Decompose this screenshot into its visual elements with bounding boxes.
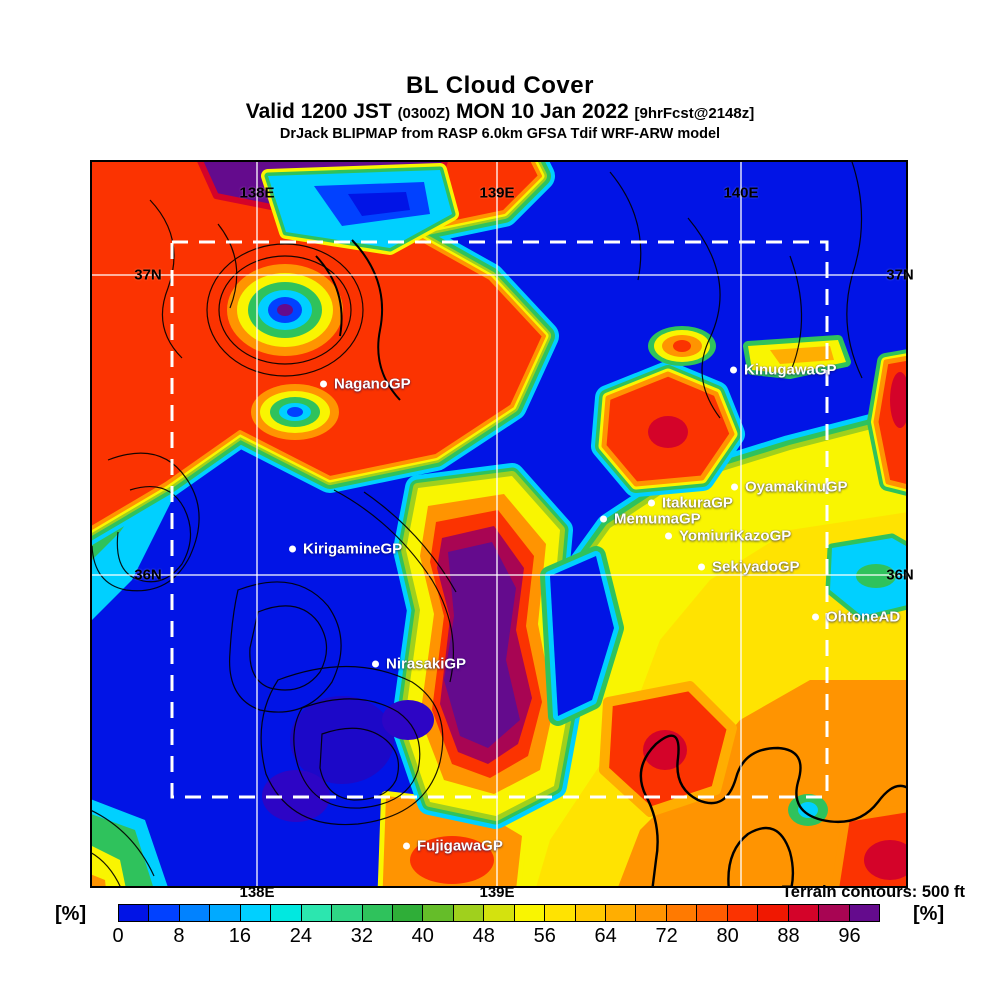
cloud-cover-map: 138E 139E 140E 37N 37N 36N 36N NaganoGP Kinugawa… bbox=[90, 160, 914, 888]
site-marker-KinugawaGP: KinugawaGP bbox=[730, 362, 837, 379]
colorbar-tick-80: 80 bbox=[716, 925, 739, 947]
map-overlay: 138E 139E 140E 37N 37N 36N 36N NaganoGP Kinugawa… bbox=[90, 160, 914, 888]
colorbar-segment-32 bbox=[362, 905, 393, 921]
colorbar-tick-24: 24 bbox=[289, 925, 312, 947]
site-dot-icon bbox=[289, 545, 296, 553]
lat-label-left-36N: 36N bbox=[134, 566, 162, 584]
colorbar-tick-8: 8 bbox=[173, 925, 185, 947]
site-label: YomiuriKazoGP bbox=[679, 527, 792, 545]
colorbar-segment-28 bbox=[332, 905, 363, 921]
lon-label-top-140E: 140E bbox=[723, 184, 759, 202]
site-label: KirigamineGP bbox=[303, 540, 403, 558]
site-marker-YomiuriKazoGP: YomiuriKazoGP bbox=[665, 528, 791, 545]
colorbar-segment-36 bbox=[392, 905, 424, 921]
site-label: NirasakiGP bbox=[386, 655, 467, 673]
site-dot-icon bbox=[600, 515, 607, 523]
site-label: SekiyadoGP bbox=[712, 558, 800, 576]
colorbar-tick-32: 32 bbox=[350, 925, 373, 947]
colorbar-tick-16: 16 bbox=[228, 925, 252, 947]
lon-label-bottom-139E: 139E bbox=[479, 884, 515, 901]
colorbar-unit-right: [%] bbox=[913, 903, 945, 925]
site-marker-SekiyadoGP: SekiyadoGP bbox=[698, 559, 800, 576]
valid-forecast-tag: [9hrFcst@2148z] bbox=[634, 105, 755, 122]
lat-label-right-37N: 37N bbox=[886, 266, 914, 284]
colorbar-tick-0: 0 bbox=[112, 925, 124, 947]
colorbar-tick-48: 48 bbox=[472, 925, 495, 947]
site-dot-icon bbox=[812, 613, 819, 621]
lon-label-top-138E: 138E bbox=[239, 184, 275, 202]
colorbar-segment-52 bbox=[514, 905, 546, 921]
colorbar-tick-72: 72 bbox=[655, 925, 678, 947]
colorbar-segment-60 bbox=[575, 905, 606, 921]
colorbar-segment-84 bbox=[758, 905, 789, 921]
site-marker-NirasakiGP: NirasakiGP bbox=[372, 656, 466, 673]
site-marker-NaganoGP: NaganoGP bbox=[320, 376, 411, 393]
colorbar-segment-8 bbox=[179, 905, 211, 921]
colorbar bbox=[118, 904, 880, 922]
colorbar-segment-96 bbox=[849, 905, 879, 921]
site-label: ItakuraGP bbox=[662, 494, 733, 512]
colorbar-tick-88: 88 bbox=[777, 925, 800, 947]
site-marker-KirigamineGP: KirigamineGP bbox=[289, 541, 402, 558]
colorbar-segment-76 bbox=[697, 905, 728, 921]
site-dot-icon bbox=[648, 499, 655, 507]
site-label: FujigawaGP bbox=[417, 837, 503, 855]
terrain-contours-note: Terrain contours: 500 ft bbox=[781, 883, 965, 901]
site-label: OyamakinuGP bbox=[745, 478, 848, 496]
site-dot-icon bbox=[730, 366, 737, 374]
colorbar-segment-92 bbox=[819, 905, 850, 921]
valid-zulu: (0300Z) bbox=[397, 105, 451, 122]
lon-label-bottom-138E: 138E bbox=[239, 884, 275, 901]
site-marker-OyamakinuGP: OyamakinuGP bbox=[731, 479, 848, 496]
colorbar-tick-64: 64 bbox=[594, 925, 617, 947]
site-dot-icon bbox=[731, 483, 738, 491]
colorbar-segment-16 bbox=[240, 905, 272, 921]
colorbar-tick-56: 56 bbox=[533, 925, 556, 947]
site-label: OhtoneAD bbox=[826, 608, 901, 626]
colorbar-segment-72 bbox=[666, 905, 698, 921]
lat-label-left-37N: 37N bbox=[134, 266, 162, 284]
colorbar-segment-64 bbox=[606, 905, 637, 921]
colorbar-segment-4 bbox=[149, 905, 180, 921]
site-dot-icon bbox=[320, 380, 327, 388]
colorbar-segment-88 bbox=[788, 905, 820, 921]
site-dot-icon bbox=[665, 532, 672, 540]
site-marker-FujigawaGP: FujigawaGP bbox=[403, 838, 503, 855]
site-label: NaganoGP bbox=[334, 375, 411, 393]
cloud-cover-field bbox=[90, 160, 908, 888]
colorbar-segment-68 bbox=[636, 905, 667, 921]
colorbar-tick-96: 96 bbox=[838, 925, 861, 947]
colorbar-segment-56 bbox=[545, 905, 576, 921]
colorbar-segment-0 bbox=[119, 905, 150, 921]
page-title: BL Cloud Cover bbox=[406, 72, 594, 99]
valid-date: MON 10 Jan 2022 bbox=[455, 100, 629, 123]
site-dot-icon bbox=[698, 563, 705, 571]
colorbar-segment-48 bbox=[484, 905, 515, 921]
colorbar-segment-20 bbox=[271, 905, 302, 921]
site-label: KinugawaGP bbox=[744, 361, 837, 379]
site-marker-ItakuraGP: ItakuraGP bbox=[648, 495, 733, 512]
colorbar-unit-left: [%] bbox=[55, 903, 87, 925]
lon-label-top-139E: 139E bbox=[479, 184, 515, 202]
site-dot-icon bbox=[403, 842, 410, 850]
site-marker-OhtoneAD: OhtoneAD bbox=[812, 609, 900, 626]
site-marker-MemumaGP: MemumaGP bbox=[600, 511, 701, 528]
colorbar-segment-24 bbox=[301, 905, 333, 921]
colorbar-segment-44 bbox=[453, 905, 485, 921]
valid-time-line: Valid 1200 JST (0300Z) MON 10 Jan 2022 [… bbox=[0, 100, 1000, 124]
site-label: MemumaGP bbox=[614, 510, 701, 528]
colorbar-segment-80 bbox=[727, 905, 759, 921]
site-dot-icon bbox=[372, 660, 379, 668]
valid-prefix: Valid 1200 JST bbox=[245, 100, 392, 123]
colorbar-segment-12 bbox=[210, 905, 241, 921]
colorbar-segment-40 bbox=[423, 905, 454, 921]
lat-label-right-36N: 36N bbox=[886, 566, 914, 584]
model-line: DrJack BLIPMAP from RASP 6.0km GFSA Tdif… bbox=[279, 126, 721, 142]
colorbar-tick-40: 40 bbox=[411, 925, 434, 947]
